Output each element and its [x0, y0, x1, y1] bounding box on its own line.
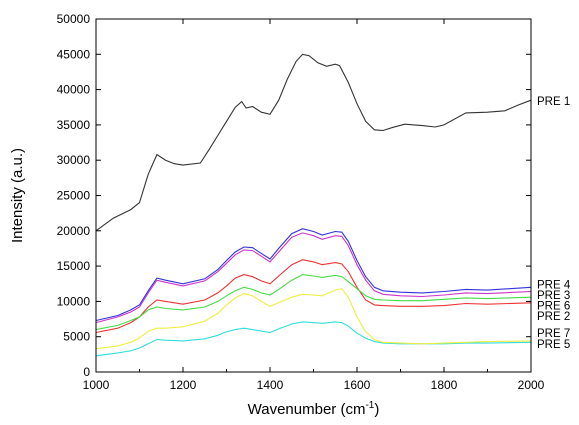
series-line-pre-7	[95, 288, 532, 350]
x-tick-label: 2000	[518, 378, 545, 392]
series-label-pre-7: PRE 7	[537, 328, 570, 340]
series-label-pre-3: PRE 3	[537, 290, 570, 302]
ticks-layer: 1000 1200 1400 1600 1800 20000500010000150002…	[57, 12, 545, 392]
series-line-pre-6	[95, 274, 532, 331]
x-tick-label: 1800	[431, 378, 458, 392]
y-tick-label: 40000	[57, 83, 91, 97]
x-axis-title: Wavenumber (cm-1)	[248, 400, 380, 418]
y-tick-label: 5000	[63, 330, 90, 344]
x-axis-title-sup: -1	[365, 400, 374, 411]
series-label-pre-1: PRE 1	[537, 96, 570, 108]
series-label-pre-5: PRE 5	[537, 339, 570, 351]
y-tick-label: 10000	[57, 294, 91, 308]
x-tick-label: 1200	[170, 378, 197, 392]
y-tick-label: 25000	[57, 189, 91, 203]
x-tick-label: 1000	[83, 378, 110, 392]
y-tick-label: 20000	[57, 224, 91, 238]
series-line-pre-3	[95, 232, 532, 324]
series-line-pre-1	[95, 53, 532, 232]
series-label-pre-6: PRE 6	[537, 301, 570, 313]
x-tick-label: 1600	[344, 378, 371, 392]
y-tick-label: 35000	[57, 118, 91, 132]
y-tick-label: 45000	[57, 47, 91, 61]
plot-frame	[95, 18, 532, 373]
y-axis-title: Intensity (a.u.)	[9, 148, 26, 243]
x-axis-title-main: Wavenumber (cm	[248, 401, 366, 418]
y-tick-label: 30000	[57, 153, 91, 167]
y-tick-label: 50000	[57, 12, 91, 26]
series-line-pre-4	[95, 228, 532, 322]
x-axis-title-tail: )	[374, 401, 379, 418]
series-layer	[95, 53, 532, 357]
series-label-pre-2: PRE 2	[537, 311, 570, 323]
x-tick-label: 1400	[257, 378, 284, 392]
series-line-pre-2	[95, 259, 532, 334]
y-tick-label: 0	[83, 365, 90, 379]
series-label-pre-4: PRE 4	[537, 279, 571, 291]
y-tick-label: 15000	[57, 259, 91, 273]
series-line-pre-5	[95, 321, 532, 357]
